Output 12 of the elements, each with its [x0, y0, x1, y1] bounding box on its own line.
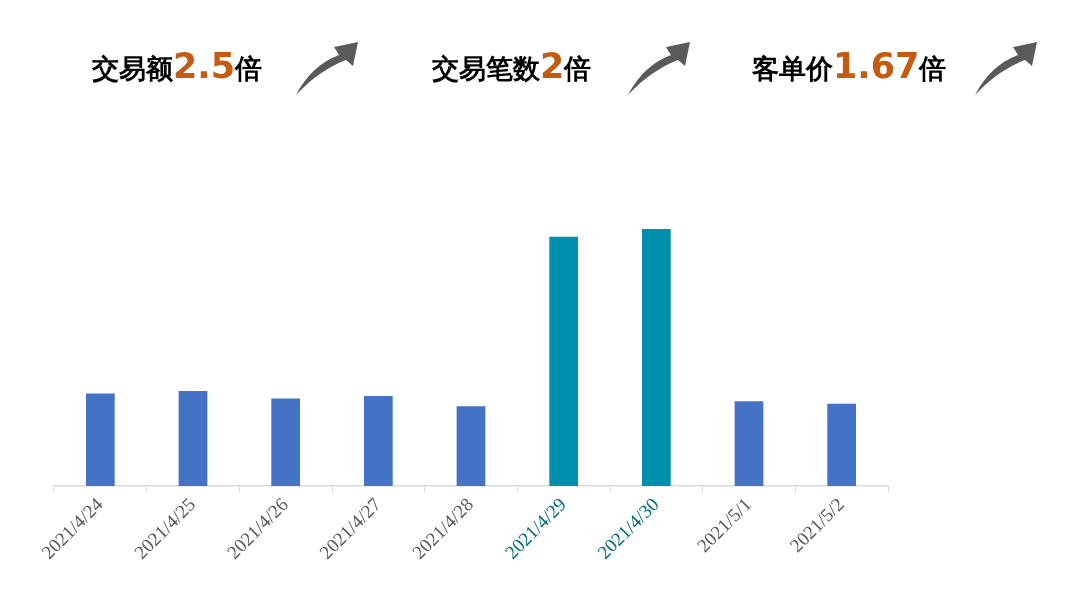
text: 交易额2.5倍: [92, 45, 263, 88]
bar: [363, 396, 393, 486]
bar: [734, 401, 764, 486]
bar: [456, 406, 486, 486]
bar: [549, 236, 579, 486]
text: 客单价1.67倍: [752, 45, 947, 88]
bar: [178, 390, 208, 486]
bar: [85, 393, 115, 486]
bar: [827, 403, 857, 486]
text: 交易笔数2倍: [432, 45, 592, 88]
bar: [641, 229, 671, 486]
bar: [271, 398, 301, 486]
